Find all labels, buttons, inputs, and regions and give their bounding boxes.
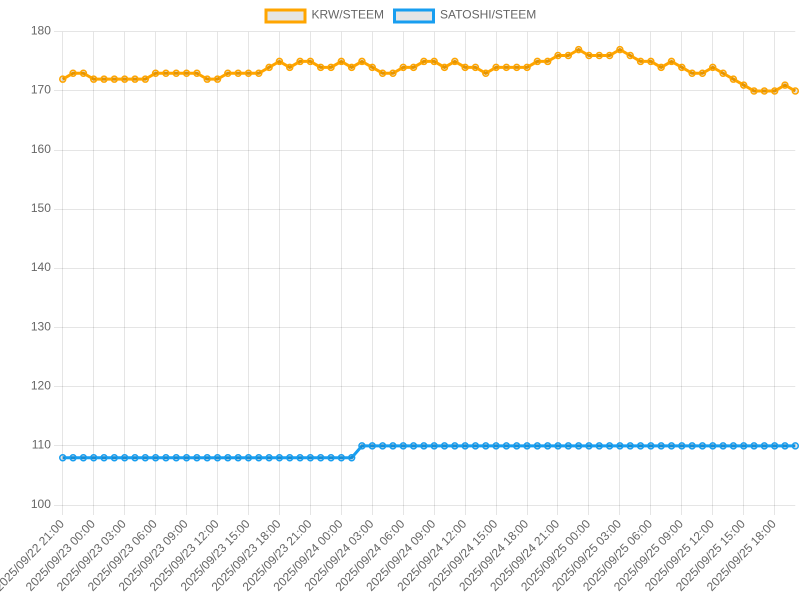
svg-text:180: 180 (31, 24, 51, 38)
svg-text:120: 120 (31, 378, 51, 392)
svg-text:130: 130 (31, 319, 51, 333)
svg-text:140: 140 (31, 260, 51, 274)
svg-text:SATOSHI/STEEM: SATOSHI/STEEM (440, 8, 536, 22)
svg-text:150: 150 (31, 201, 51, 215)
svg-text:170: 170 (31, 83, 51, 97)
svg-text:160: 160 (31, 142, 51, 156)
svg-text:KRW/STEEM: KRW/STEEM (312, 8, 384, 22)
svg-text:100: 100 (31, 497, 51, 511)
svg-text:110: 110 (32, 438, 51, 452)
